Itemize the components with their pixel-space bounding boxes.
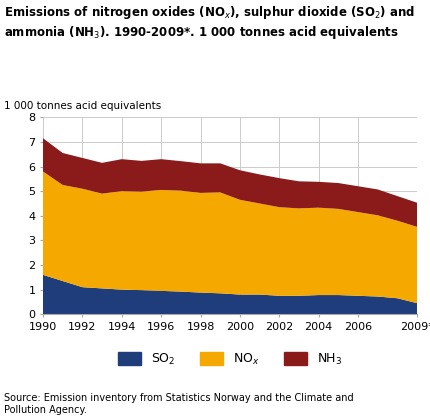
Text: Emissions of nitrogen oxides (NO$_x$), sulphur dioxide (SO$_2$) and
ammonia (NH$: Emissions of nitrogen oxides (NO$_x$), s…: [4, 4, 415, 41]
Legend: SO$_2$, NO$_x$, NH$_3$: SO$_2$, NO$_x$, NH$_3$: [118, 352, 342, 367]
Text: Source: Emission inventory from Statistics Norway and the Climate and
Pollution : Source: Emission inventory from Statisti…: [4, 393, 354, 415]
Text: 1 000 tonnes acid equivalents: 1 000 tonnes acid equivalents: [4, 101, 162, 111]
